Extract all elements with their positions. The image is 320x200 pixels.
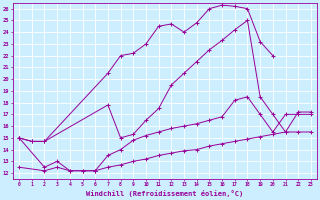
X-axis label: Windchill (Refroidissement éolien,°C): Windchill (Refroidissement éolien,°C) xyxy=(86,190,244,197)
